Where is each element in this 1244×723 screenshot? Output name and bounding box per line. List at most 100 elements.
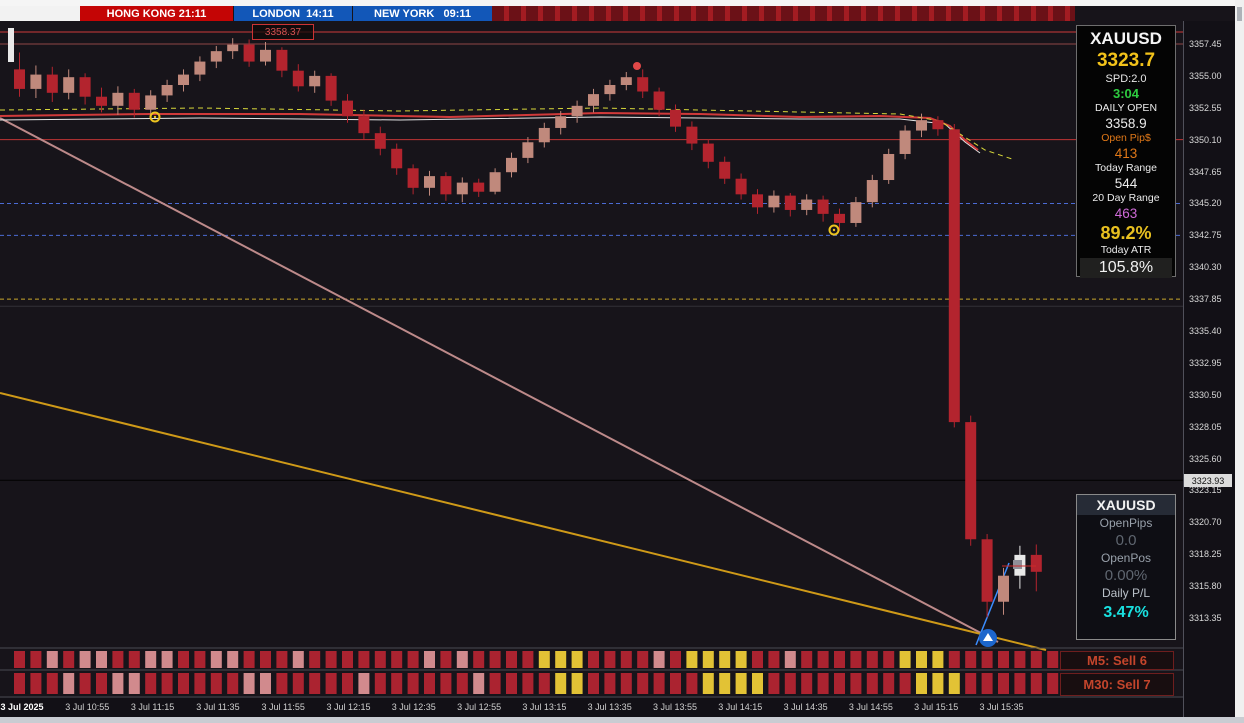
signal-bar-m5 [161, 651, 173, 668]
candle-body [276, 49, 288, 71]
candle-body [965, 422, 977, 540]
signal-bar-m5 [210, 651, 222, 668]
candle-body [998, 575, 1009, 602]
candle-body [79, 77, 91, 97]
signal-bar-m30 [637, 673, 649, 694]
time-axis-label: 3 Jul 13:55 [652, 702, 698, 712]
session-progress-strip [492, 6, 1075, 21]
signal-bar-m5 [834, 651, 845, 668]
signal-bar-m5 [637, 651, 649, 668]
price-axis-label: 3330.50 [1189, 389, 1222, 400]
price-axis-label: 3335.40 [1189, 326, 1222, 336]
open-pos-value: 0.00% [1104, 567, 1148, 584]
signal-bar-m5 [670, 651, 681, 668]
signal-bar-m30 [243, 673, 255, 694]
current-price-axis-box: 3323.93 [1184, 474, 1232, 487]
candle-body [653, 91, 665, 110]
candle-body [604, 85, 616, 95]
candle-countdown-timer: 3:04 [1112, 86, 1140, 101]
toolbar-blank-area [0, 6, 80, 21]
candle-body [784, 195, 796, 210]
window-top-edge [0, 0, 1244, 6]
candle-body [473, 182, 485, 192]
daily-pl-label: Daily P/L [1101, 586, 1151, 600]
signal-bar-m30 [292, 673, 304, 694]
signal-ring-marker [149, 111, 161, 123]
candle-body [440, 176, 452, 195]
signal-bar-m5 [801, 651, 813, 668]
signal-bar-m30 [571, 673, 583, 694]
time-axis[interactable]: 3 Jul 2025 3 Jul 10:55 3 Jul 11:15 3 Jul 11… [0, 698, 1183, 717]
vertical-scrollbar[interactable] [1235, 0, 1244, 723]
signal-bar-m30 [358, 673, 370, 694]
time-axis-label: 3 Jul 12:55 [457, 702, 502, 712]
price-axis-label: 3332.95 [1189, 357, 1222, 368]
candle-body [801, 199, 813, 210]
signal-ring-marker [828, 224, 840, 236]
time-axis-label: 3 Jul 15:35 [979, 702, 1024, 712]
signal-bar-m30 [768, 673, 780, 694]
candle-body [456, 182, 468, 195]
signal-bar-m30 [817, 673, 829, 694]
trendline-rose [0, 117, 999, 643]
signal-bar-m30 [981, 673, 993, 694]
daily-pl-value: 3.47% [1103, 604, 1149, 621]
signal-bar-m30 [46, 673, 58, 694]
signal-ring-center [153, 115, 157, 119]
signal-bar-m5 [948, 651, 960, 668]
signal-bar-m30 [801, 673, 813, 694]
ma-white [0, 116, 981, 154]
signal-bar-m5 [194, 651, 206, 668]
signal-bar-m5 [292, 651, 304, 668]
candle-body [850, 202, 862, 223]
candle-body [637, 77, 649, 92]
signal-bar-m5 [342, 651, 353, 668]
candle-body [948, 129, 960, 423]
chart-canvas[interactable] [0, 0, 1183, 717]
open-pips-label: OpenPips [1099, 516, 1153, 530]
open-pips-label: Open Pip$ [1101, 132, 1151, 144]
candle-body [735, 178, 747, 195]
day20-range-label: 20 Day Range [1092, 192, 1160, 204]
today-range-label: Today Range [1095, 162, 1157, 174]
position-info-panel: XAUUSD OpenPips 0.0 OpenPos 0.00% Daily … [1076, 494, 1176, 640]
candle-body [325, 75, 337, 101]
signal-bar-m30 [1014, 673, 1026, 694]
panel-bid-price: 3323.7 [1096, 50, 1156, 71]
signal-bar-m5 [1030, 651, 1042, 668]
trendline-gold [0, 392, 1047, 651]
price-axis[interactable]: 3357.45 3355.00 3352.55 3350.10 3347.65 3345.… [1183, 21, 1236, 717]
signal-bar-m30 [506, 673, 517, 694]
clipped-candle [8, 28, 14, 62]
signal-bar-m30 [14, 673, 25, 694]
signal-ring-center [832, 228, 836, 232]
candle-body [128, 92, 140, 110]
candle-body [145, 95, 157, 110]
signal-bar-m5 [620, 651, 632, 668]
day20-range-value: 463 [1114, 206, 1138, 221]
daily-open-value: 3358.9 [1105, 116, 1147, 131]
time-axis-label: 3 Jul 14:55 [848, 702, 893, 712]
signal-bar-m30 [1030, 673, 1042, 694]
signal-bar-m5 [456, 651, 468, 668]
price-axis-label: 3342.75 [1189, 230, 1222, 241]
signal-bar-m30 [342, 673, 353, 694]
signal-bar-m5 [538, 651, 550, 668]
signal-bar-m5 [981, 651, 993, 668]
open-pips-value: 0.0 [1115, 532, 1137, 549]
signal-bar-m30 [932, 673, 944, 694]
signal-bar-m30 [145, 673, 157, 694]
candle-body [374, 133, 386, 149]
signal-bar-m5 [1047, 651, 1059, 668]
signal-bar-m30 [965, 673, 977, 694]
signal-bar-m30 [1047, 673, 1059, 694]
signal-bar-m30 [555, 673, 567, 694]
alert-dot-marker [633, 62, 641, 70]
candle-body [292, 70, 304, 87]
signal-bar-m30 [653, 673, 665, 694]
scrollbar-thumb[interactable] [1237, 7, 1242, 21]
market-info-panel: XAUUSD 3323.7 SPD:2.0 3:04 DAILY OPEN 33… [1076, 25, 1176, 278]
signal-bar-m5 [309, 651, 321, 668]
signal-bar-m5 [702, 651, 714, 668]
signal-bar-m30 [670, 673, 681, 694]
